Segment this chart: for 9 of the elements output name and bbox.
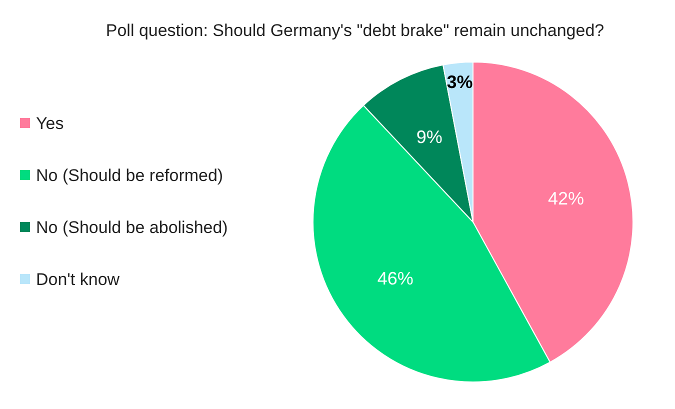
legend-label: No (Should be reformed) [36, 166, 224, 185]
data-label: 3% [446, 72, 473, 92]
legend-label: Don't know [36, 270, 120, 289]
legend-label: Yes [36, 114, 64, 133]
data-label: 46% [377, 268, 414, 289]
chart-title: Poll question: Should Germany's "debt brake" remain unchanged? [106, 21, 604, 40]
data-label: 42% [548, 188, 584, 208]
legend-label: No (Should be abolished) [36, 218, 228, 237]
data-label: 9% [416, 126, 442, 147]
